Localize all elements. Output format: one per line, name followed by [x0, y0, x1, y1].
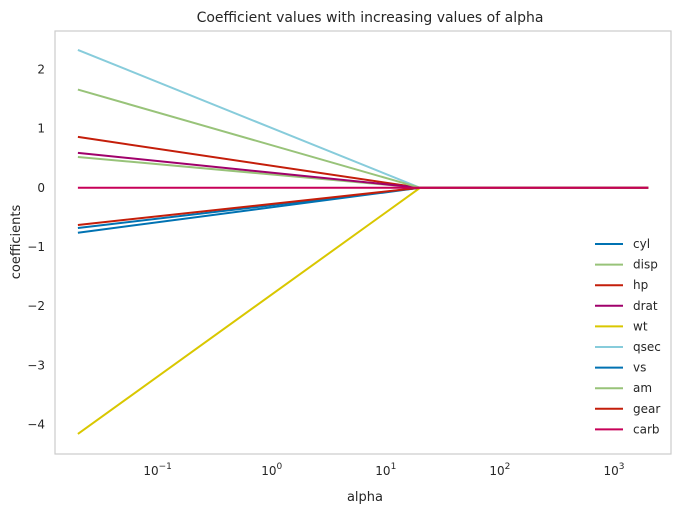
legend-item-disp: disp	[595, 258, 658, 272]
y-tick-label: −2	[27, 299, 45, 313]
y-axis-label: coefficients	[9, 205, 24, 280]
legend-label: disp	[633, 258, 658, 272]
x-tick-label: 10−1	[143, 462, 172, 478]
legend: cyl disp hp drat wt qsec vs am gear carb	[595, 237, 661, 436]
legend-label: qsec	[633, 340, 661, 354]
legend-item-gear: gear	[595, 402, 660, 416]
plot-frame	[54, 30, 672, 455]
y-axis-ticks: 2 1 0 −1 −2 −3 −4	[27, 62, 45, 431]
legend-item-carb: carb	[595, 422, 660, 436]
y-tick-label: 2	[37, 62, 45, 76]
legend-item-drat: drat	[595, 299, 658, 313]
x-tick-label: 103	[603, 462, 624, 478]
legend-item-wt: wt	[595, 319, 648, 333]
legend-label: carb	[633, 422, 660, 436]
y-tick-label: 0	[37, 181, 45, 195]
legend-label: cyl	[633, 237, 650, 251]
legend-label: drat	[633, 299, 658, 313]
legend-label: hp	[633, 278, 648, 292]
x-tick-label: 100	[261, 462, 282, 478]
legend-item-qsec: qsec	[595, 340, 661, 354]
x-tick-label: 101	[375, 462, 396, 478]
legend-item-hp: hp	[595, 278, 648, 292]
y-tick-label: −4	[27, 417, 45, 431]
x-axis-label: alpha	[347, 490, 383, 505]
legend-label: wt	[633, 319, 648, 333]
y-tick-label: −1	[27, 240, 45, 254]
legend-label: am	[633, 381, 652, 395]
y-tick-label: 1	[37, 122, 45, 136]
legend-label: vs	[633, 361, 646, 375]
legend-label: gear	[633, 402, 660, 416]
series-lines	[77, 48, 649, 435]
x-axis-ticks: 10−1 100 101 102 103	[143, 462, 624, 478]
y-tick-label: −3	[27, 358, 45, 372]
legend-item-vs: vs	[595, 361, 646, 375]
legend-item-am: am	[595, 381, 652, 395]
chart-title: Coefficient values with increasing value…	[197, 10, 544, 26]
x-tick-label: 102	[489, 462, 510, 478]
legend-item-cyl: cyl	[595, 237, 650, 251]
